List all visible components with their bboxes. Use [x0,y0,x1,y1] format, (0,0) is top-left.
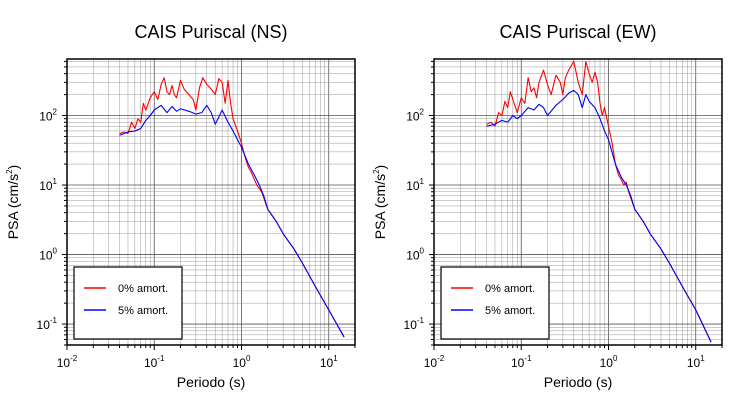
y-tick-label: 102 [406,108,424,124]
chart-panel-ns: 10-2 10-1 100 101 10-1 100 101 102 CAIS Puriscal… [5,22,356,390]
legend-entry: 5% amort. [485,305,535,317]
y-tick-label: 102 [39,108,57,124]
tick-marks [429,60,723,350]
x-tick-label: 100 [600,354,618,370]
legend-box [440,266,550,340]
legend: 0% amort. 5% amort. [73,266,183,340]
y-tick-label: 100 [39,247,57,263]
plot-frame [433,58,723,346]
series-line-damped-5pct [119,104,345,338]
chart-panel-ew: 10-2 10-1 100 101 10-1 100 101 102 CAIS Puriscal… [372,22,723,390]
x-axis-label: Periodo (s) [177,374,245,390]
series-line-undamped [119,77,345,338]
x-tick-label: 10-1 [511,354,532,370]
y-tick-label: 101 [406,177,424,193]
x-tick-label: 101 [320,354,338,370]
x-tick-label: 10-2 [424,354,445,370]
x-tick-label: 10-2 [57,354,78,370]
legend-box [73,266,183,340]
y-tick-label: 100 [406,247,424,263]
chart-title: CAIS Puriscal (NS) [134,22,287,42]
legend-entry: 0% amort. [485,283,535,295]
y-tick-label: 10-1 [404,316,425,332]
x-axis-label: Periodo (s) [544,374,612,390]
x-tick-label: 101 [687,354,705,370]
tick-marks [62,60,356,350]
y-tick-label: 101 [39,177,57,193]
y-axis-label: PSA (cm/s2) [372,165,388,239]
series-line-damped-5pct [486,89,712,343]
plot-frame [66,58,356,346]
legend: 0% amort. 5% amort. [440,266,550,340]
y-tick-label: 10-1 [37,316,58,332]
chart-title: CAIS Puriscal (EW) [499,22,656,42]
series-lines [119,77,345,338]
x-tick-label: 10-1 [144,354,165,370]
y-axis-label: PSA (cm/s2) [5,165,21,239]
x-tick-label: 100 [233,354,251,370]
legend-entry: 0% amort. [118,283,168,295]
legend-entry: 5% amort. [118,305,168,317]
series-lines [486,60,712,343]
